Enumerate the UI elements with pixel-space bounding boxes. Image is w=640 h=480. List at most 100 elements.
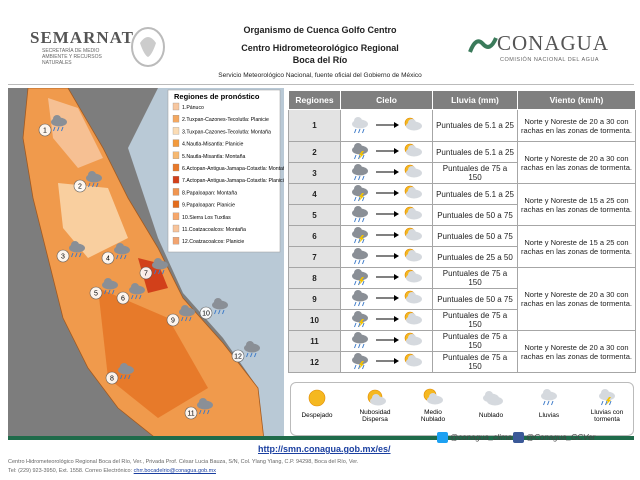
rain-cell: Puntuales de 50 a 75 [432,288,518,310]
arrow-head [393,232,399,238]
region-number: 10 [202,311,210,318]
rain [124,254,127,260]
rain [361,343,364,349]
conagua-icon [468,37,498,53]
sky-icons [351,206,422,223]
rain [104,289,107,295]
rain [551,400,554,406]
footer-address: Centro Hidrometeorológico Regional Boca … [8,459,359,465]
sky-cell [340,267,433,289]
rain-cell: Puntuales de 5.1 a 25 [432,141,518,163]
url-link[interactable]: http://smn.conagua.gob.mx/es/ [258,444,391,454]
cloud [601,389,609,397]
rain [353,343,356,349]
icon-legend-label: Lluvias con tormenta [591,409,624,423]
column-header: Cielo [340,90,433,110]
table-row: 4 Puntuales de 5.1 a 25 Norte y Noreste de… [288,183,636,226]
region-cell: 12 [288,351,341,373]
table-row: 7 Puntuales de 25 a 50 [288,246,636,268]
icon-legend-label: Lluvias [539,412,560,419]
sun [308,389,326,407]
legend-swatch [172,163,180,172]
sky-icons [351,332,422,349]
cloud [353,353,362,361]
region-marker [199,306,213,320]
cloud [116,243,124,251]
smn-line: Servicio Meteorológico Nacional, fuente … [218,72,422,79]
rain [357,259,360,265]
rain [353,322,356,328]
region-cell: 3 [288,162,341,184]
region-number: 7 [144,271,148,278]
sky-cell [340,109,433,142]
forecast-table: Regiones Cielo Lluvia (mm) Viento (km/h) 1 P… [288,90,636,373]
region-marker [139,266,153,280]
rain [543,400,546,406]
region-number: 5 [94,291,98,298]
sky-icons [351,116,422,133]
rain [353,280,356,286]
rain [357,280,360,286]
semarnat-sub: SECRETARÍA DE MEDIO AMBIENTE Y RECURSOS … [42,48,102,66]
region-number: 3 [61,254,65,261]
region-number: 9 [171,318,175,325]
rain [61,126,64,132]
sky-icons [351,164,422,181]
region-cell: 2 [288,141,341,163]
rain [214,309,217,315]
cloud [353,227,362,235]
table-row: 2 Puntuales de 5.1 a 25 Norte y Noreste de… [288,141,636,184]
footer-email[interactable]: chrr.bocadelrio@conagua.gob.mx [133,468,216,474]
region-number: 1 [43,128,47,135]
legend-swatch [172,176,180,184]
rain [361,128,364,133]
twitter-handle[interactable]: @conagua_clima [450,433,512,442]
sky-icons [351,143,422,160]
cloud [353,269,362,277]
region-cell: 10 [288,309,341,331]
sky-cell [340,204,433,226]
cloud [407,271,416,279]
cloud [407,334,416,342]
header-rule [8,84,634,85]
cloud [372,394,380,402]
rain-cell: Puntuales de 50 a 75 [432,204,518,226]
rain [120,254,123,260]
region-cell: 11 [288,330,341,352]
cloud [181,305,189,313]
rain [601,400,604,406]
region-marker [89,286,103,300]
facebook-handle[interactable]: @Conagua_GCVer [526,433,596,442]
emblem [131,27,165,67]
conagua-sub: COMISIÓN NACIONAL DEL AGUA [500,57,600,63]
rain-cell: Puntuales de 75 a 150 [432,351,518,373]
icon-legend-label: Despejado [301,412,332,419]
cloud [353,311,362,319]
cloud [407,208,416,216]
cloud [407,145,416,153]
rain [361,259,364,265]
legend-swatch [172,139,180,147]
rain [547,400,550,406]
sky-cell [340,351,433,373]
rain [609,400,612,406]
icon-legend-label: Nublado [479,412,504,419]
rain [357,364,360,370]
table-row: 12 Puntuales de 75 a 150 [288,351,636,373]
arrow-head [393,337,399,343]
rain [353,259,356,265]
legend-label: 7.Actopan-Antigua-Jamapa-Cotaxtla: Plani… [182,178,284,184]
region-marker [38,123,52,137]
rain [203,409,206,415]
lightning [358,277,364,285]
sky-cell [340,246,433,268]
rain [53,126,56,132]
cloud [353,332,362,340]
legend-swatch [172,102,180,111]
icon-legend-label: Medio Nublado [421,409,446,423]
rain [605,400,608,406]
rain [361,280,364,286]
column-header: Lluvia (mm) [432,90,518,110]
wind-cell: Norte y Noreste de 15 a 25 con rachas en… [517,225,636,268]
